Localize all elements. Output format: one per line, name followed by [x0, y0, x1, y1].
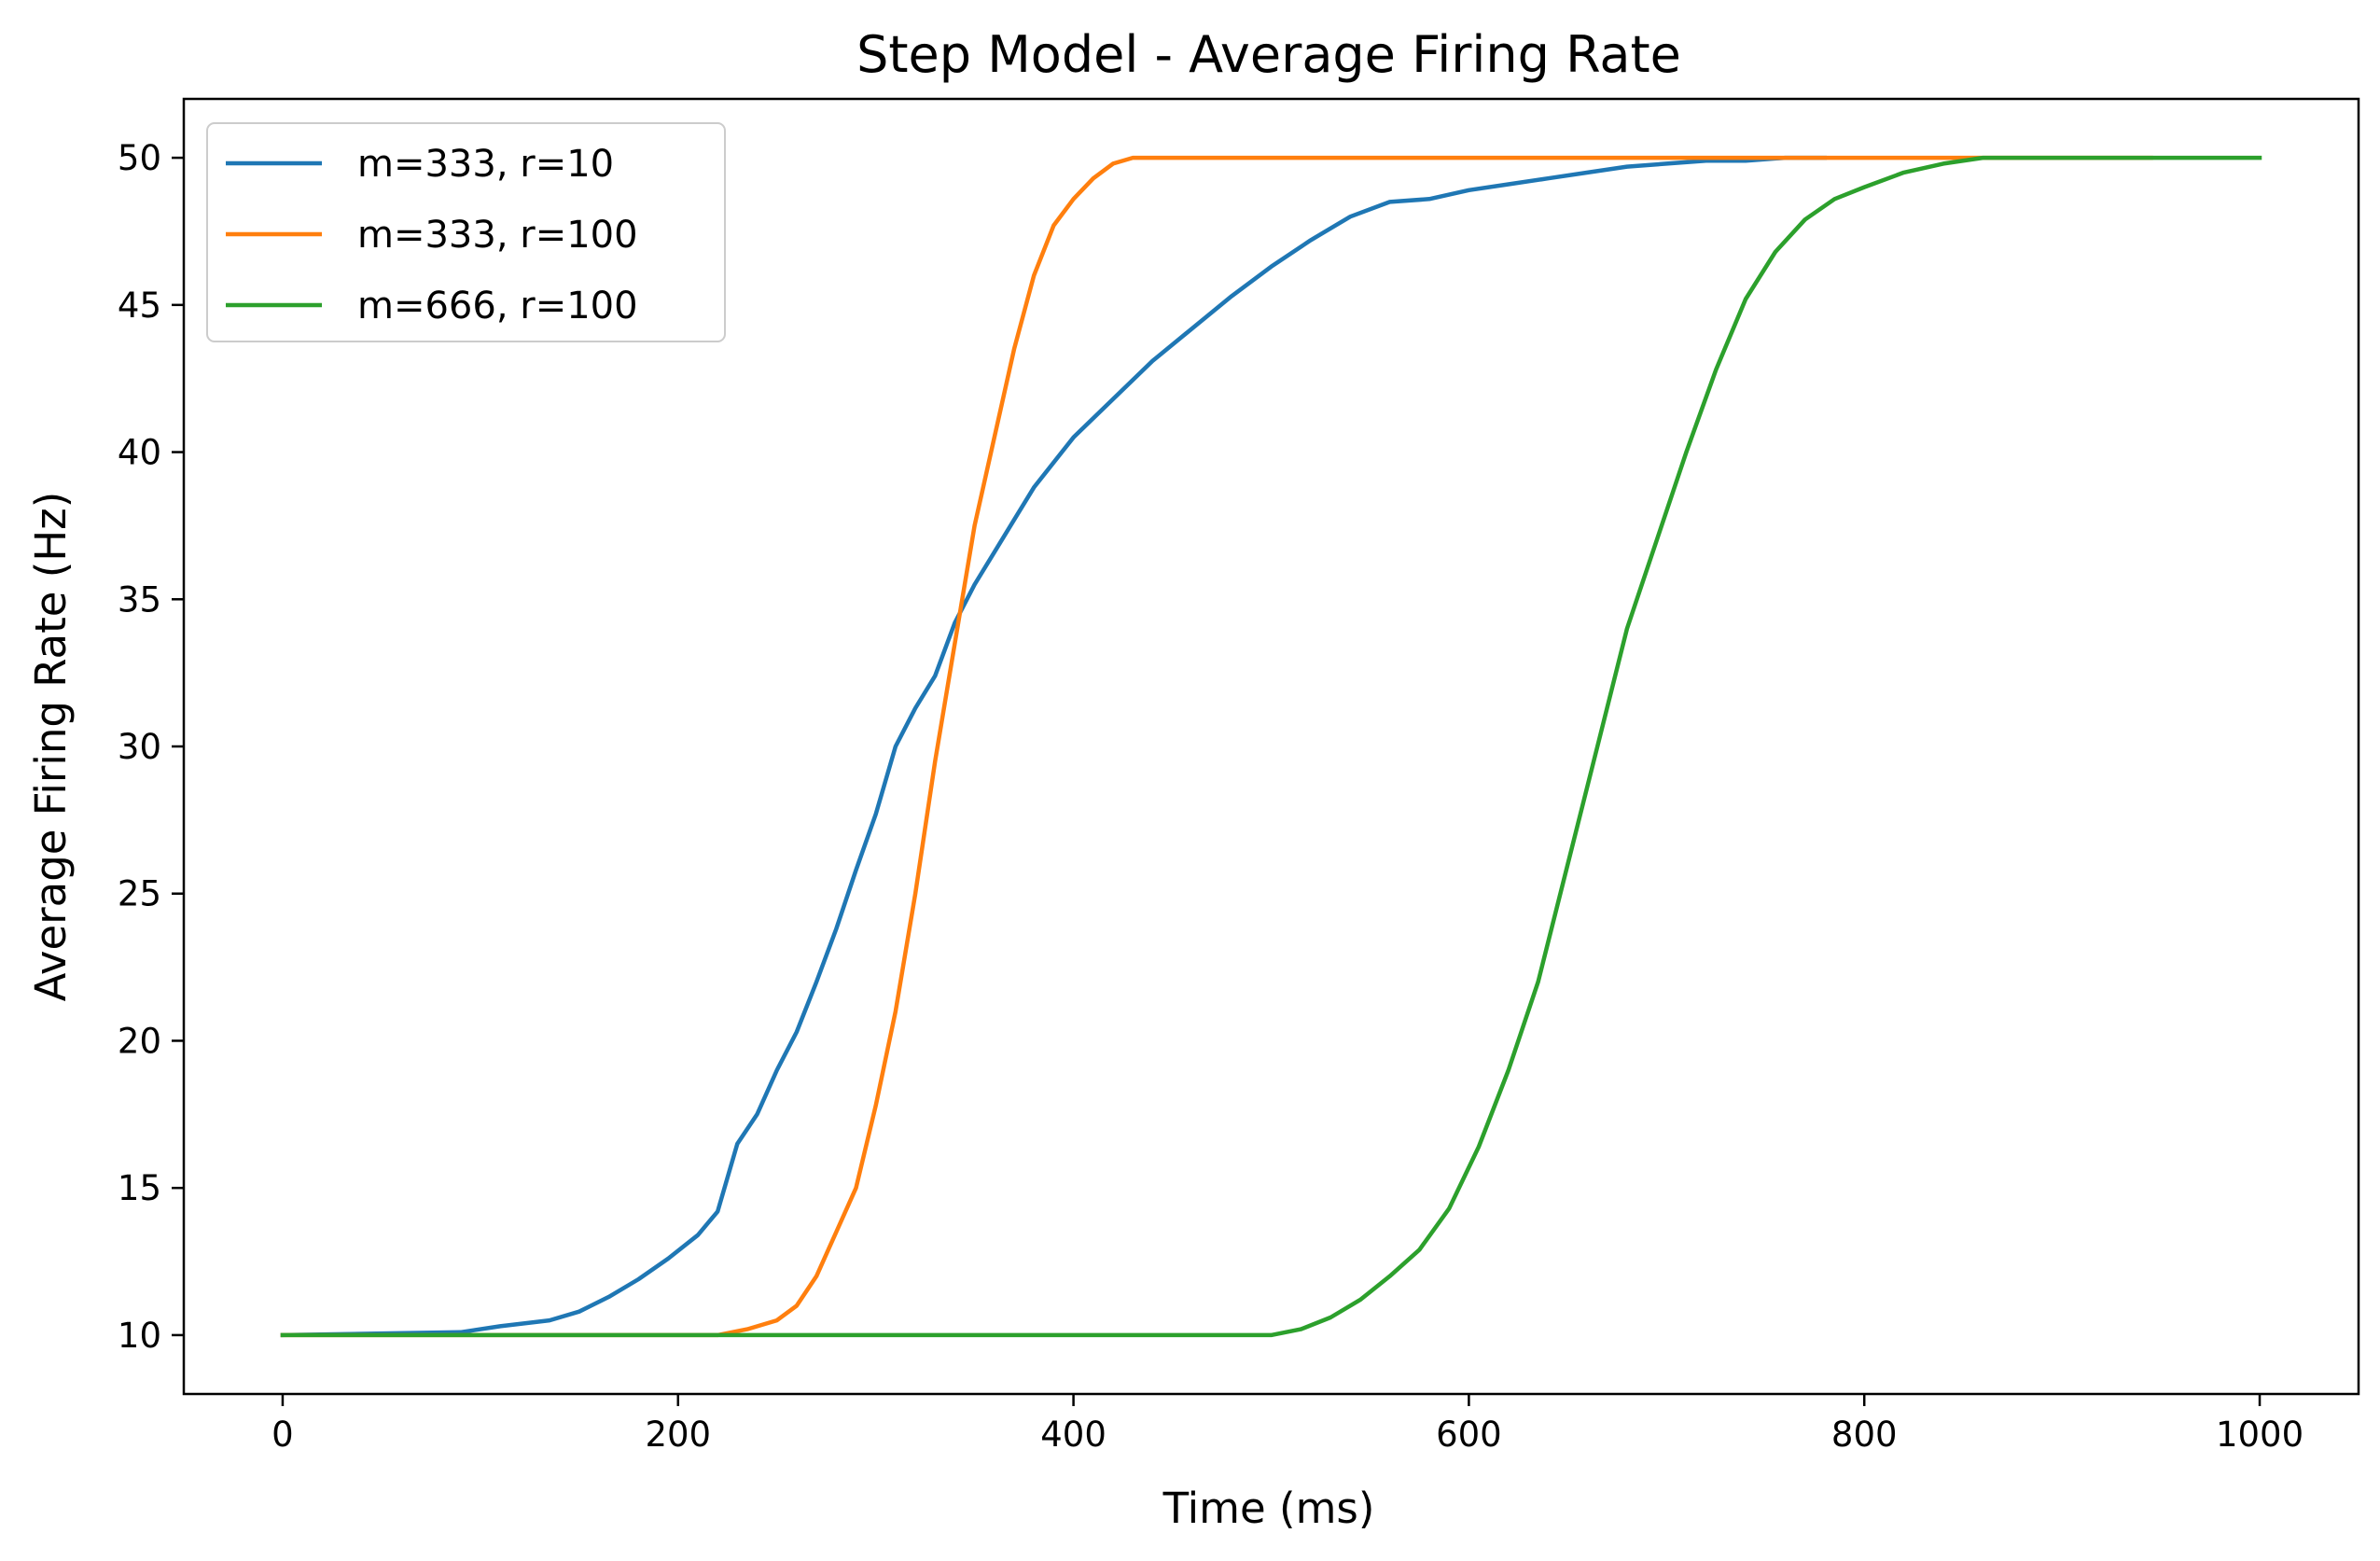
series-line-3	[280, 155, 2262, 1338]
y-tick-label: 35	[118, 579, 161, 620]
y-tick-label: 45	[118, 286, 161, 326]
y-tick-label: 30	[118, 727, 161, 767]
y-tick-label: 20	[118, 1021, 161, 1061]
y-tick-label: 50	[118, 138, 161, 178]
legend-label-3: m=666, r=100	[357, 285, 638, 328]
x-tick-label: 200	[645, 1415, 711, 1455]
legend-label-1: m=333, r=10	[357, 143, 614, 186]
legend-box	[206, 122, 726, 342]
series-line-2	[280, 155, 2153, 1338]
series-layer	[280, 155, 2262, 1338]
y-tick-label: 25	[118, 874, 161, 914]
x-tick-label: 1000	[2216, 1415, 2303, 1455]
y-tick-label: 10	[118, 1316, 161, 1356]
y-tick-label: 40	[118, 433, 161, 473]
x-tick-label: 600	[1436, 1415, 1502, 1455]
x-axis: 0 200 400 600 800 1000	[271, 1394, 2303, 1455]
y-tick-label: 15	[118, 1168, 161, 1208]
y-axis-title: Average Firing Rate (Hz)	[26, 492, 76, 1002]
x-tick-label: 800	[1831, 1415, 1898, 1455]
chart-title: Step Model - Average Firing Rate	[856, 25, 1681, 84]
series-line-1	[280, 155, 1828, 1338]
y-axis: 10 15 20 25 30 35 40 45 50	[118, 138, 184, 1356]
legend: m=333, r=10 m=333, r=100 m=666, r=100	[206, 122, 726, 342]
legend-entries: m=333, r=10 m=333, r=100 m=666, r=100	[226, 143, 638, 328]
x-axis-title: Time (ms)	[1162, 1484, 1375, 1533]
x-tick-label: 0	[271, 1415, 294, 1455]
legend-label-2: m=333, r=100	[357, 214, 638, 257]
x-tick-label: 400	[1040, 1415, 1106, 1455]
